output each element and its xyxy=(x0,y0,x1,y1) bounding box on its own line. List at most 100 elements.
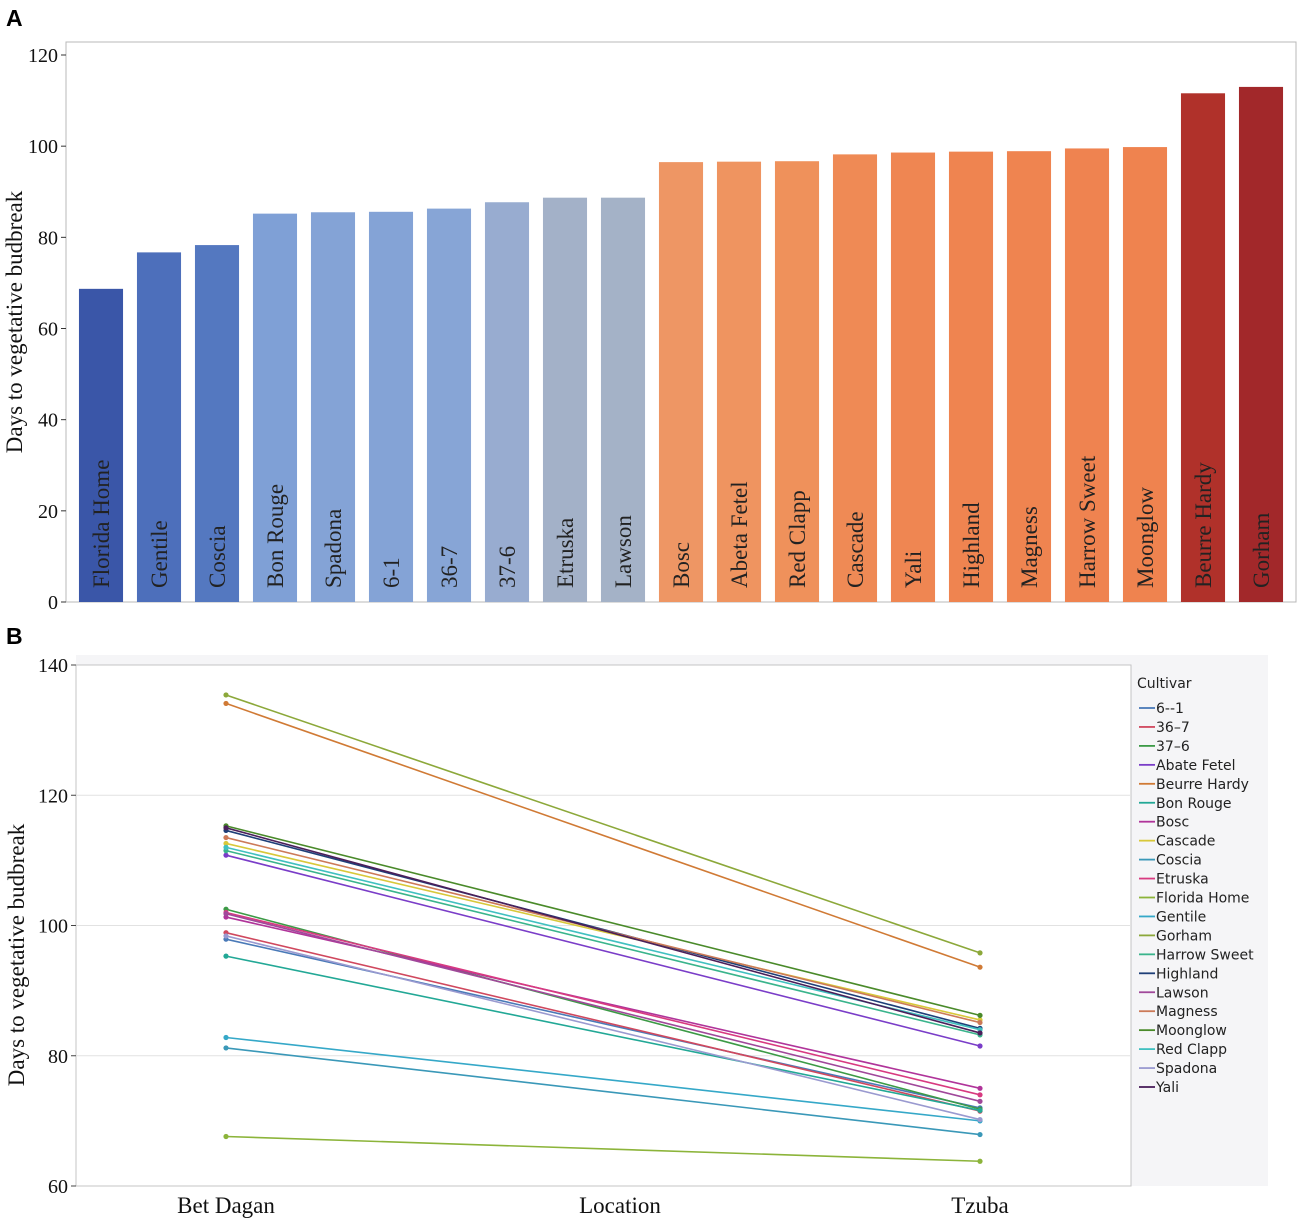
bar-37-6 xyxy=(484,202,530,602)
legend-entry-label: Spadona xyxy=(1156,1061,1217,1077)
series-point-cascade-bet-dagan xyxy=(223,840,229,847)
legend-entry-label: Highland xyxy=(1156,966,1218,982)
bar-lawson xyxy=(600,197,646,602)
bar-spadona xyxy=(310,212,356,602)
line-chart-y-tick-label: 60 xyxy=(48,1176,68,1198)
bar-category-label: Yali xyxy=(901,551,926,588)
series-point-abate-fetel-bet-dagan xyxy=(223,852,229,858)
series-line-36-7 xyxy=(225,931,981,1112)
legend-entry-label: Florida Home xyxy=(1156,891,1249,907)
legend-entry-label: Bosc xyxy=(1156,815,1189,831)
series-line-harrow-sweet xyxy=(225,849,981,1036)
series-point-florida-home-bet-dagan xyxy=(223,1133,229,1140)
legend-entry-label: Harrow Sweet xyxy=(1156,947,1254,963)
bar-beurre-hardy xyxy=(1180,93,1226,602)
line-chart-y-tick-label: 80 xyxy=(48,1046,68,1068)
series-line-gentile xyxy=(225,1036,981,1122)
bar-category-label: Bon Rouge xyxy=(263,484,288,588)
bar-category-label: Abeta Fetel xyxy=(727,481,752,588)
line-chart-series xyxy=(223,692,983,1164)
legend-entry-label: Gorham xyxy=(1156,928,1212,944)
legend-entry-label: Bon Rouge xyxy=(1156,796,1232,812)
bar-category-label: Gentile xyxy=(147,520,172,588)
series-point-bosc-tzuba xyxy=(977,1085,983,1091)
bar-36-7 xyxy=(426,208,472,602)
bar-category-label: Highland xyxy=(959,502,984,588)
series-line-cascade xyxy=(225,842,981,1021)
bar-category-label: Harrow Sweet xyxy=(1075,455,1100,588)
bar-chart-y-ticks: 0 20 40 60 80 100 120 xyxy=(28,45,66,614)
series-line-florida-home xyxy=(225,1135,981,1163)
series-point-lawson-tzuba xyxy=(977,1098,983,1104)
legend-entry-label: Lawson xyxy=(1156,985,1209,1001)
legend-entry-label: Moonglow xyxy=(1156,1023,1227,1039)
line-chart-x-tick-label: Tzuba xyxy=(951,1193,1008,1218)
bar-chart-y-tick-label: 20 xyxy=(38,501,58,523)
bar-category-label: 37-6 xyxy=(495,546,520,588)
series-point-yali-bet-dagan xyxy=(223,825,229,831)
series-line-bon-rouge xyxy=(225,955,981,1112)
series-point-etruska-tzuba xyxy=(977,1092,983,1098)
series-line-yali xyxy=(225,827,981,1034)
series-point-beurre-hardy-bet-dagan xyxy=(223,700,229,707)
bar-etruska xyxy=(542,197,588,602)
legend-entry-label: 36–7 xyxy=(1156,720,1190,736)
legend-title: Cultivar xyxy=(1137,676,1192,692)
bar-coscia xyxy=(194,245,240,602)
bar-category-label: Etruska xyxy=(553,518,578,588)
bar-chart-bars: Florida Home Gentile Coscia Bon Rouge Spadon… xyxy=(78,86,1284,603)
bar-category-label: Coscia xyxy=(205,525,230,588)
bar-category-label: Cascade xyxy=(843,511,868,588)
bar-category-label: Bosc xyxy=(669,542,694,588)
series-point-gentile-bet-dagan xyxy=(223,1034,229,1041)
series-point-lawson-bet-dagan xyxy=(223,911,229,917)
series-point-coscia-bet-dagan xyxy=(223,1045,229,1051)
series-line-moonglow xyxy=(225,825,981,1017)
legend-entry-label: Cascade xyxy=(1156,834,1215,850)
legend-entry-label: Gentile xyxy=(1156,909,1206,925)
line-chart-gridlines: 60 80 100 120 140 xyxy=(38,655,1131,1198)
bar-gorham xyxy=(1238,86,1284,603)
bar-category-label: Gorham xyxy=(1249,513,1274,588)
legend-entry-label: 6--1 xyxy=(1156,701,1184,717)
bar-cascade xyxy=(832,154,878,602)
bar-chart-y-tick-label: 0 xyxy=(48,592,58,614)
bar-category-label: 6-1 xyxy=(379,557,404,588)
bar-highland xyxy=(948,151,994,603)
bar-category-label: 36-7 xyxy=(437,546,462,588)
series-point-gorham-bet-dagan xyxy=(223,692,229,698)
bar-category-label: Florida Home xyxy=(89,460,114,588)
line-chart-x-ticks: Bet Dagan Tzuba xyxy=(177,1193,1009,1218)
line-chart-y-axis-label: Days to vegetative budbreak xyxy=(4,823,29,1086)
series-point-moonglow-tzuba xyxy=(977,1012,983,1018)
bar-harrow-sweet xyxy=(1064,148,1110,602)
line-chart-x-axis-label: Location xyxy=(579,1193,661,1218)
legend-entry-label: Etruska xyxy=(1156,872,1209,888)
series-line-etruska xyxy=(225,911,981,1096)
series-line-beurre-hardy xyxy=(225,702,981,968)
series-point-abate-fetel-tzuba xyxy=(977,1043,983,1049)
series-point-yali-tzuba xyxy=(977,1030,983,1036)
bar-category-label: Spadona xyxy=(321,509,346,588)
line-chart-y-tick-label: 120 xyxy=(38,785,68,807)
bar-6-1 xyxy=(368,211,414,602)
bar-chart-y-axis-label: Days to vegetative budbreak xyxy=(2,190,27,453)
bar-bosc xyxy=(658,162,704,602)
bar-category-label: Beurre Hardy xyxy=(1191,462,1216,588)
series-point-magness-tzuba xyxy=(977,1019,983,1026)
series-point-bon-rouge-bet-dagan xyxy=(223,953,229,959)
legend-entry-label: Magness xyxy=(1156,1004,1218,1020)
bar-chart-y-tick-label: 100 xyxy=(28,136,58,158)
series-point-coscia-tzuba xyxy=(977,1131,983,1138)
series-point-beurre-hardy-tzuba xyxy=(977,964,983,970)
line-chart-y-tick-label: 100 xyxy=(38,916,68,938)
legend-entry-label: Red Clapp xyxy=(1156,1042,1227,1058)
legend-entry-label: Beurre Hardy xyxy=(1156,777,1249,793)
legend-entry-label: 37–6 xyxy=(1156,739,1190,755)
line-chart-x-tick-label: Bet Dagan xyxy=(177,1193,275,1218)
series-point-bon-rouge-tzuba xyxy=(977,1107,983,1114)
panel-a-letter: A xyxy=(6,5,23,31)
series-line-lawson xyxy=(225,913,981,1103)
series-line-spadona xyxy=(225,935,981,1121)
series-point-spadona-tzuba xyxy=(977,1116,983,1123)
